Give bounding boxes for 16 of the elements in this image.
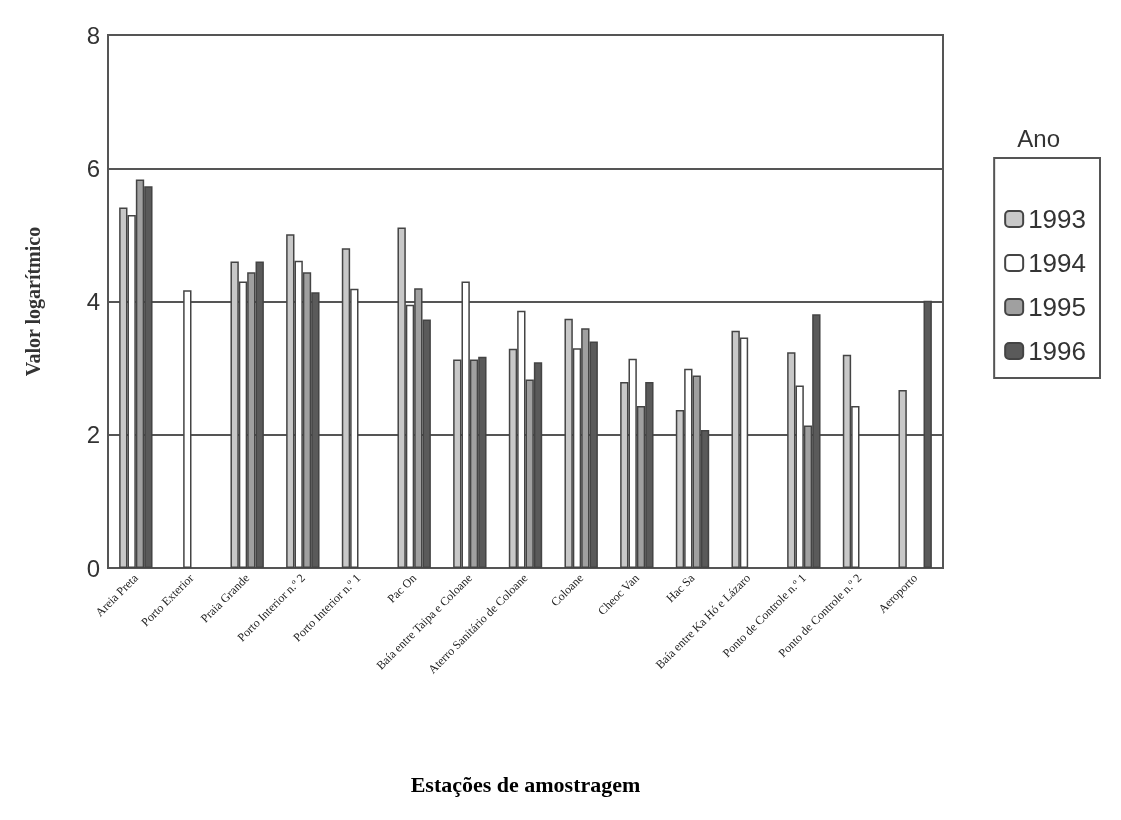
- y-tick-label: 6: [86, 154, 100, 182]
- bar: [183, 290, 192, 568]
- legend-title: Ano: [1017, 124, 1060, 152]
- x-tick-label: Pac On: [384, 571, 420, 606]
- y-tick-label: 8: [86, 21, 100, 49]
- legend-label: 1994: [1028, 248, 1086, 278]
- y-axis-title: Valor logarítmico: [22, 226, 45, 377]
- x-axis-title: Estações de amostragem: [410, 771, 641, 797]
- y-tick-label: 2: [86, 421, 100, 449]
- legend-label: 1996: [1028, 336, 1086, 366]
- bar: [898, 390, 907, 568]
- legend-label: 1993: [1028, 204, 1086, 234]
- x-tick-label: Hac Sa: [663, 570, 698, 606]
- legend-label: 1995: [1028, 292, 1086, 322]
- y-tick-label: 4: [86, 288, 100, 315]
- y-tick-label: 0: [86, 554, 100, 582]
